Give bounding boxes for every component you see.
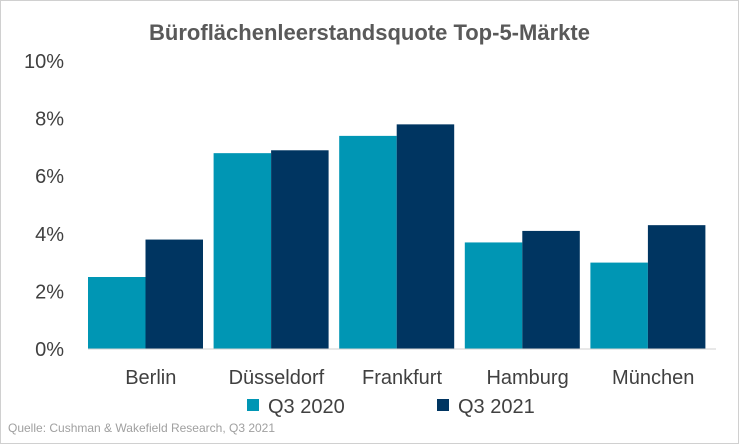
bar-hamburg-q3-2021: [522, 230, 580, 349]
x-tick-label: Berlin: [125, 367, 176, 389]
y-tick-label: 6%: [35, 166, 64, 188]
bar-frankfurt-q3-2020: [339, 135, 397, 349]
y-tick-label: 0%: [35, 339, 64, 361]
x-axis-ticks: Berlin Düsseldorf Frankfurt Hamburg München: [125, 367, 694, 389]
legend-swatch: [247, 399, 259, 411]
legend-swatch: [437, 399, 449, 411]
bar-d-sseldorf-q3-2021: [271, 150, 329, 349]
bars: [88, 124, 706, 349]
y-axis-ticks: 0% 2% 4% 6% 8% 10%: [24, 51, 64, 361]
bar-frankfurt-q3-2021: [396, 124, 455, 349]
y-tick-label: 10%: [24, 51, 64, 73]
legend-label: Q3 2021: [458, 396, 535, 418]
bar-d-sseldorf-q3-2020: [213, 153, 272, 349]
x-tick-label: Frankfurt: [362, 367, 442, 389]
y-tick-label: 2%: [35, 281, 64, 303]
y-tick-label: 4%: [35, 224, 64, 246]
bar-m-nchen-q3-2020: [590, 262, 648, 349]
x-tick-label: Düsseldorf: [229, 367, 325, 389]
legend: Q3 2020 Q3 2021: [247, 396, 535, 418]
y-tick-label: 8%: [35, 109, 64, 131]
x-tick-label: München: [612, 367, 694, 389]
bar-m-nchen-q3-2021: [647, 225, 706, 349]
bar-hamburg-q3-2020: [464, 242, 523, 349]
source-note: Quelle: Cushman & Wakefield Research, Q3…: [8, 421, 276, 435]
legend-label: Q3 2020: [268, 396, 345, 418]
x-tick-label: Hamburg: [486, 367, 568, 389]
bar-berlin-q3-2021: [145, 239, 203, 349]
bar-berlin-q3-2020: [88, 277, 146, 349]
chart-title: Büroflächenleerstandsquote Top-5-Märkte: [149, 20, 590, 45]
